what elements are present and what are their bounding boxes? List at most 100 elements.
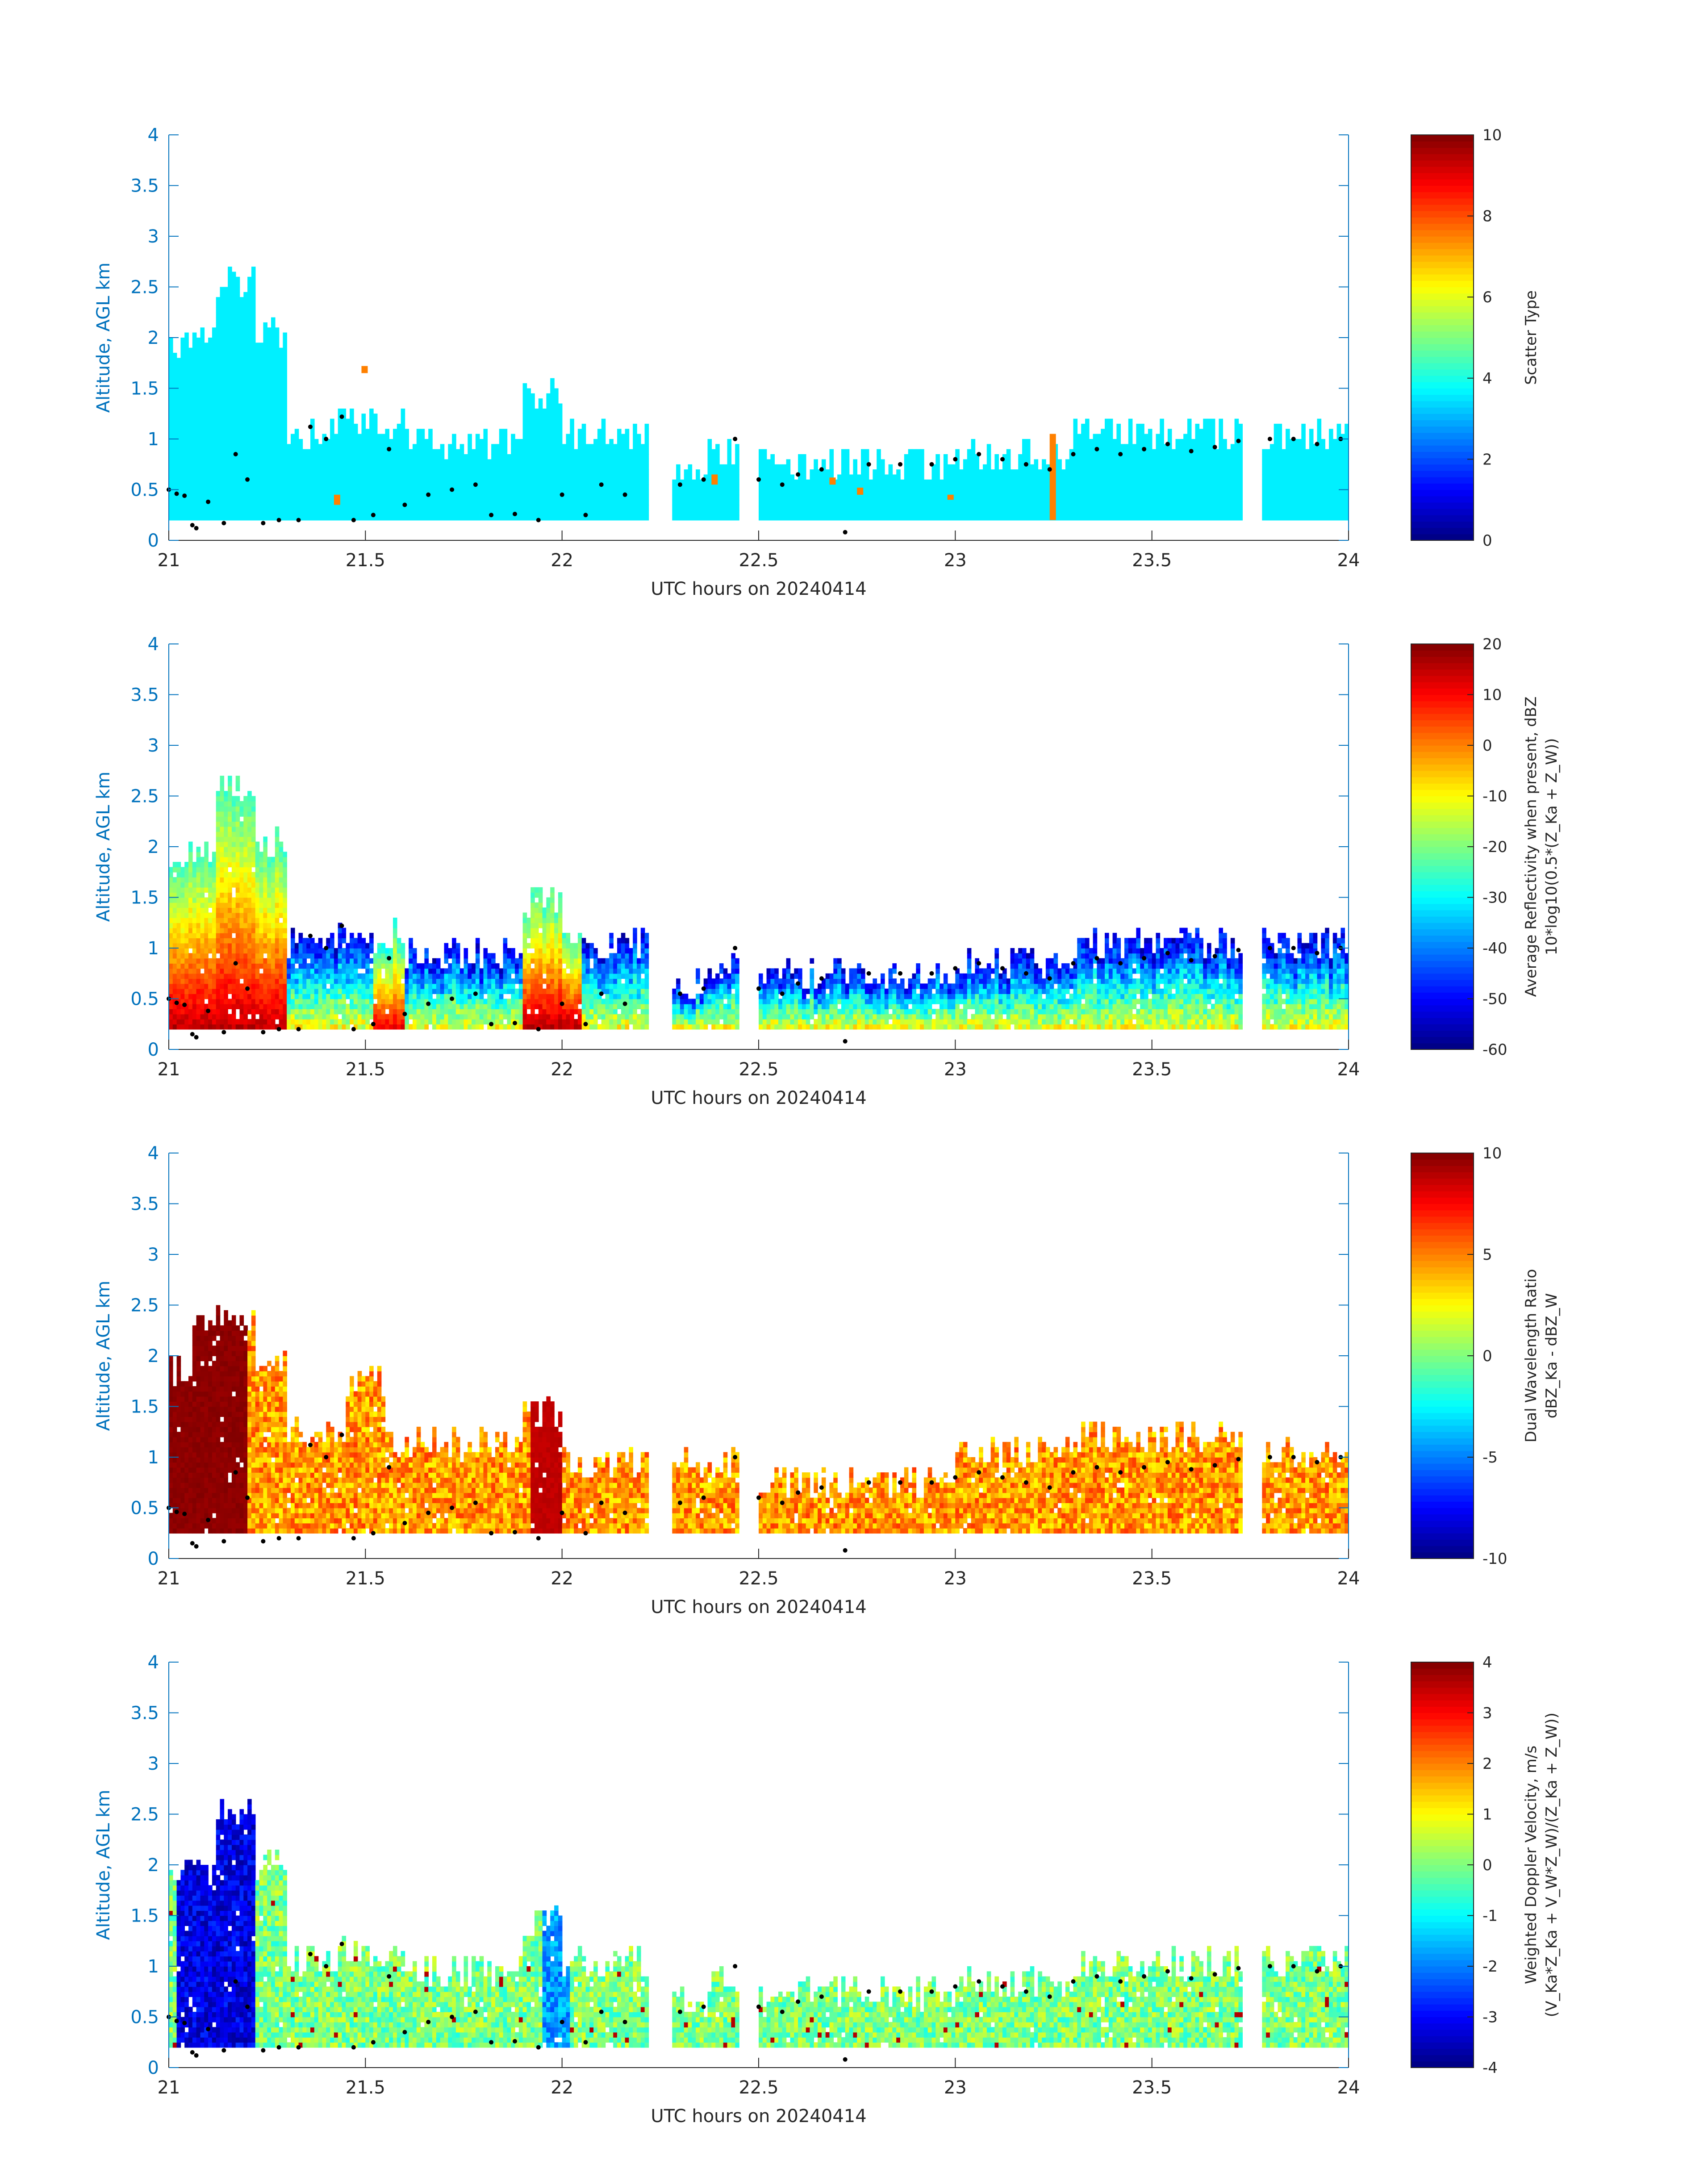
heatmap-cell [526, 505, 531, 510]
heatmap-cell [169, 398, 173, 404]
heatmap-cell [967, 474, 972, 480]
heatmap-cell [1234, 459, 1239, 465]
heatmap-cell [330, 454, 334, 460]
heatmap-cell [562, 449, 567, 455]
heatmap-cell [550, 398, 555, 404]
heatmap-cell [715, 489, 720, 495]
heatmap-cell [216, 459, 221, 465]
heatmap-cell [1038, 494, 1042, 500]
heatmap-cell [881, 494, 885, 500]
heatmap-cell [1317, 464, 1322, 470]
heatmap-cell [346, 439, 350, 445]
heatmap-cell [409, 500, 413, 506]
heatmap-cell [413, 454, 417, 460]
heatmap-cell [192, 494, 197, 500]
heatmap-cell [1030, 510, 1035, 516]
heatmap-cell [1175, 439, 1180, 445]
heatmap-cell [420, 479, 425, 485]
heatmap-cell [1179, 494, 1184, 500]
heatmap-cell [196, 454, 201, 460]
heatmap-cell [255, 378, 260, 384]
heatmap-cell [1325, 515, 1329, 521]
heatmap-cell [180, 500, 185, 506]
heatmap-cell [1093, 510, 1098, 516]
heatmap-cell [1187, 459, 1192, 465]
heatmap-cell [1297, 479, 1302, 485]
heatmap-cell [208, 500, 213, 506]
heatmap-cell [1278, 505, 1282, 510]
heatmap-cell [735, 454, 739, 460]
heatmap-cell [1034, 479, 1039, 485]
heatmap-cell [1136, 479, 1140, 485]
heatmap-cell [267, 469, 271, 475]
heatmap-cell [334, 459, 338, 465]
heatmap-cell [200, 449, 205, 455]
heatmap-cell [853, 494, 857, 500]
heatmap-cell [369, 489, 374, 495]
heatmap-cell [1203, 464, 1207, 470]
heatmap-cell [231, 494, 236, 500]
heatmap-cell [833, 485, 838, 490]
heatmap-cell [294, 429, 299, 435]
heatmap-cell [1309, 464, 1314, 470]
heatmap-cell [326, 474, 330, 480]
heatmap-cell [251, 388, 256, 394]
heatmap-cell [247, 373, 252, 379]
heatmap-cell [1077, 505, 1082, 510]
heatmap-cell [994, 505, 999, 510]
heatmap-cell [420, 459, 425, 465]
heatmap-cell [330, 489, 334, 495]
heatmap-cell [1309, 439, 1314, 445]
heatmap-cell [180, 414, 185, 419]
heatmap-cell [310, 429, 315, 435]
heatmap-cell [180, 449, 185, 455]
heatmap-cell [196, 515, 201, 521]
heatmap-cell [577, 510, 582, 516]
heatmap-cell [314, 469, 319, 475]
heatmap-cell [518, 489, 523, 495]
heatmap-cell [1022, 444, 1027, 450]
heatmap-cell [1309, 429, 1314, 435]
heatmap-cell [727, 505, 732, 510]
heatmap-cell [452, 464, 456, 470]
heatmap-cell [1227, 449, 1231, 455]
heatmap-cell [196, 353, 201, 359]
heatmap-cell [235, 292, 240, 298]
heatmap-cell [1089, 494, 1094, 500]
heatmap-cell [255, 343, 260, 348]
heatmap-cell [350, 459, 354, 465]
heatmap-cell [1152, 464, 1157, 470]
heatmap-cell [247, 414, 252, 419]
heatmap-cell [275, 343, 280, 348]
heatmap-cell [283, 434, 287, 439]
heatmap-cell [601, 418, 606, 424]
heatmap-cell [263, 474, 267, 480]
heatmap-cell [239, 343, 244, 348]
heatmap-cell [1010, 469, 1015, 475]
heatmap-cell [625, 500, 630, 506]
heatmap-cell [259, 515, 264, 521]
heatmap-cell [495, 469, 500, 475]
heatmap-cell [581, 439, 586, 445]
heatmap-cell [825, 469, 830, 475]
heatmap-cell [1164, 515, 1168, 521]
heatmap-cell [1045, 515, 1050, 521]
heatmap-cell [216, 449, 221, 455]
heatmap-cell [581, 485, 586, 490]
heatmap-cell [208, 459, 213, 465]
heatmap-cell [208, 469, 213, 475]
heatmap-cell [1026, 474, 1031, 480]
heatmap-cell [1219, 474, 1223, 480]
heatmap-cell [275, 515, 280, 521]
heatmap-cell [1026, 459, 1031, 465]
heatmap-cell [263, 459, 267, 465]
heatmap-cell [782, 515, 787, 521]
heatmap-cell [570, 474, 574, 480]
heatmap-cell [1065, 469, 1070, 475]
heatmap-cell [1191, 489, 1196, 495]
heatmap-cell [353, 434, 358, 439]
heatmap-cell [589, 454, 594, 460]
heatmap-cell [1128, 510, 1133, 516]
heatmap-cell [979, 505, 983, 510]
heatmap-cell [1297, 474, 1302, 480]
